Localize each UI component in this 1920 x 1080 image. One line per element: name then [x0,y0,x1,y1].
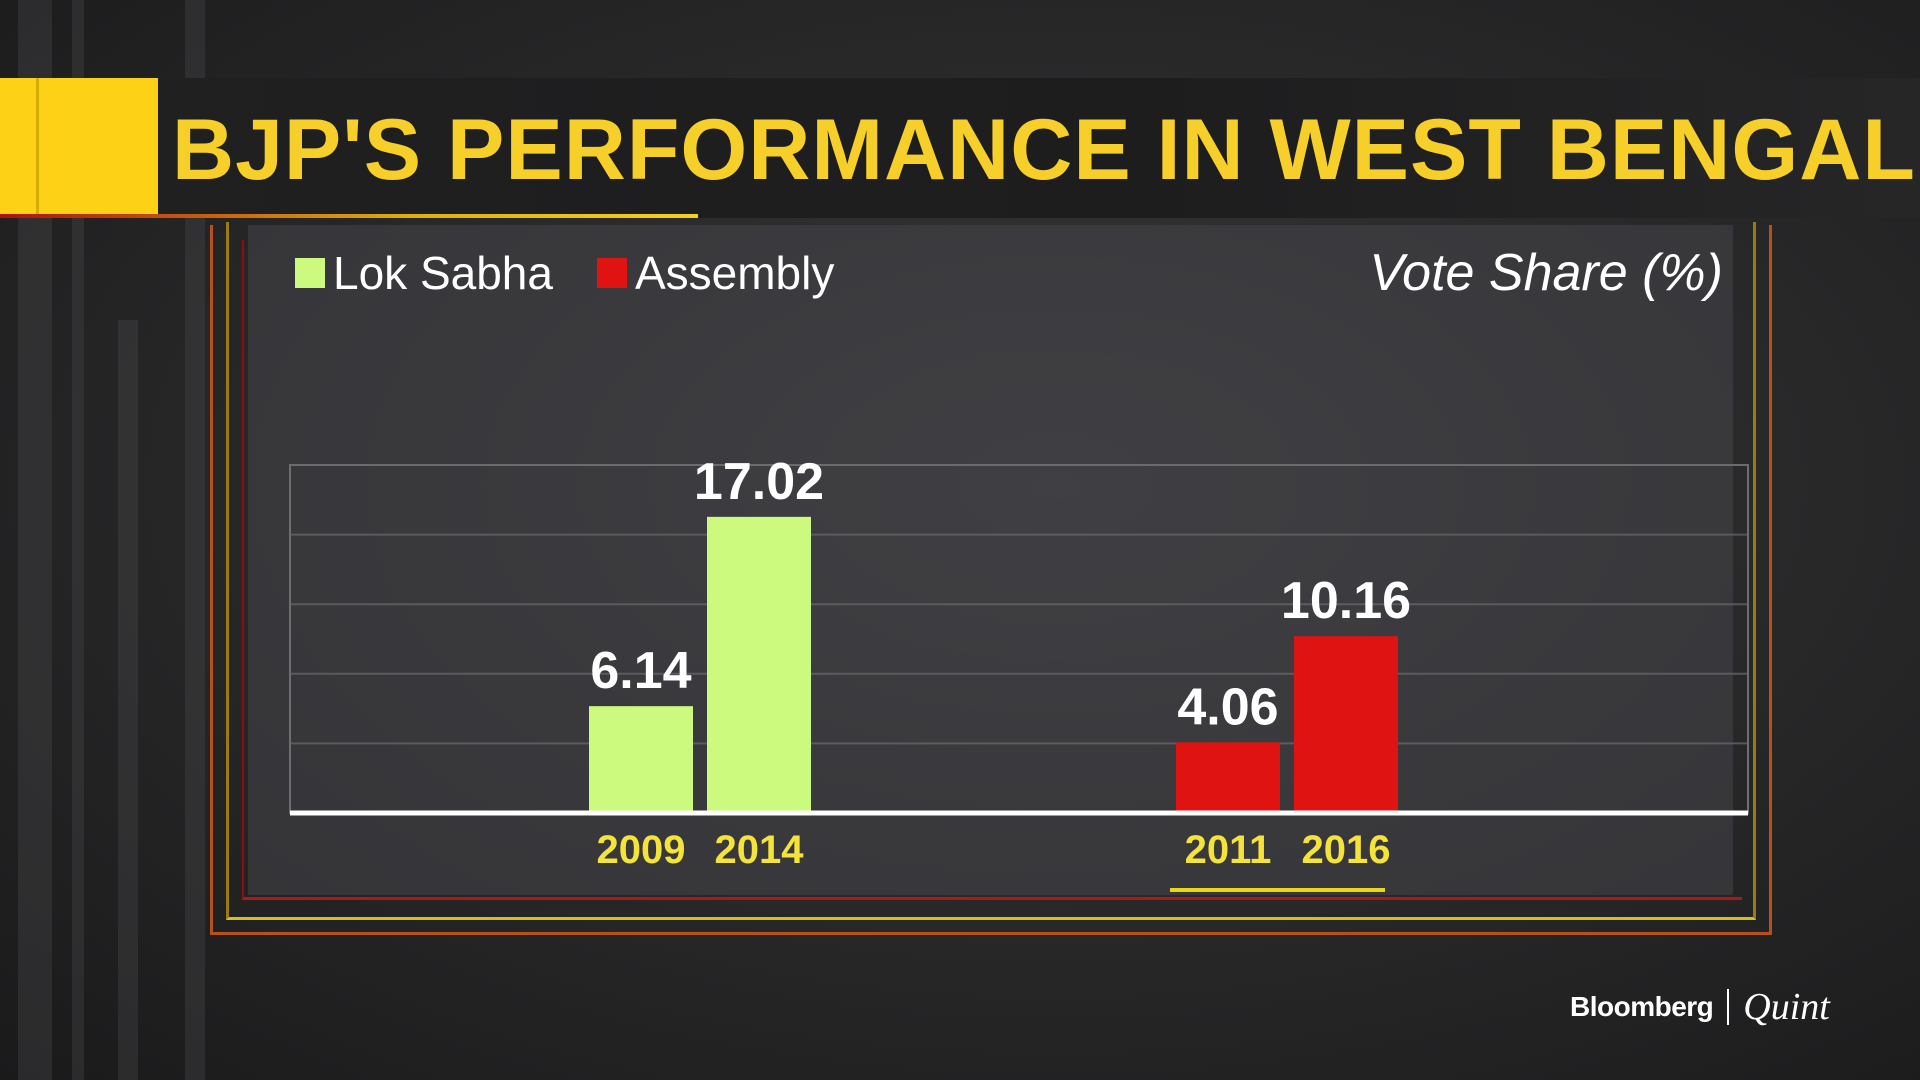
title-band [0,78,1920,218]
bar [707,516,811,813]
bg-stripe [118,320,138,1080]
legend-item-lok-sabha: Lok Sabha [295,246,553,300]
bar [1176,742,1280,813]
plot-frame [289,464,1749,814]
page-title: BJP'S PERFORMANCE IN WEST BENGAL [172,102,1916,198]
legend-swatch-lok-sabha [295,258,325,288]
decor-frame-yellow [226,222,1756,920]
bg-stripe [72,0,84,1080]
title-underline [0,214,698,218]
x-tick-label: 2011 [1185,828,1272,872]
brand-primary: Bloomberg [1570,991,1714,1022]
decor-frame-red [242,240,1742,900]
legend-label-assembly: Assembly [634,247,835,299]
bar [1294,636,1398,813]
x-tick-label: 2009 [597,828,686,872]
x-tick-label: 2014 [715,828,805,872]
x-tick-label: 2016 [1302,828,1391,872]
brand-logo: Bloomberg Quint [1570,985,1830,1029]
data-label: 10.16 [1281,572,1411,630]
title-accent-block [0,78,158,214]
unit-label: Vote Share (%) [1369,244,1723,302]
chart-legend: Lok Sabha Assembly [295,238,878,308]
data-label: 4.06 [1177,678,1278,736]
brand-secondary: Quint [1743,986,1830,1028]
brand-separator [1727,989,1730,1025]
data-label: 6.14 [590,642,691,700]
legend-item-assembly: Assembly [596,246,835,300]
title-accent-line [36,78,39,214]
decor-frame-orange [210,225,1772,935]
legend-swatch-assembly [596,258,627,288]
bar [589,706,693,813]
data-label: 17.02 [694,453,824,511]
legend-label-lok-sabha: Lok Sabha [333,247,553,299]
chart-panel [248,225,1733,895]
bg-stripe [185,0,205,1080]
